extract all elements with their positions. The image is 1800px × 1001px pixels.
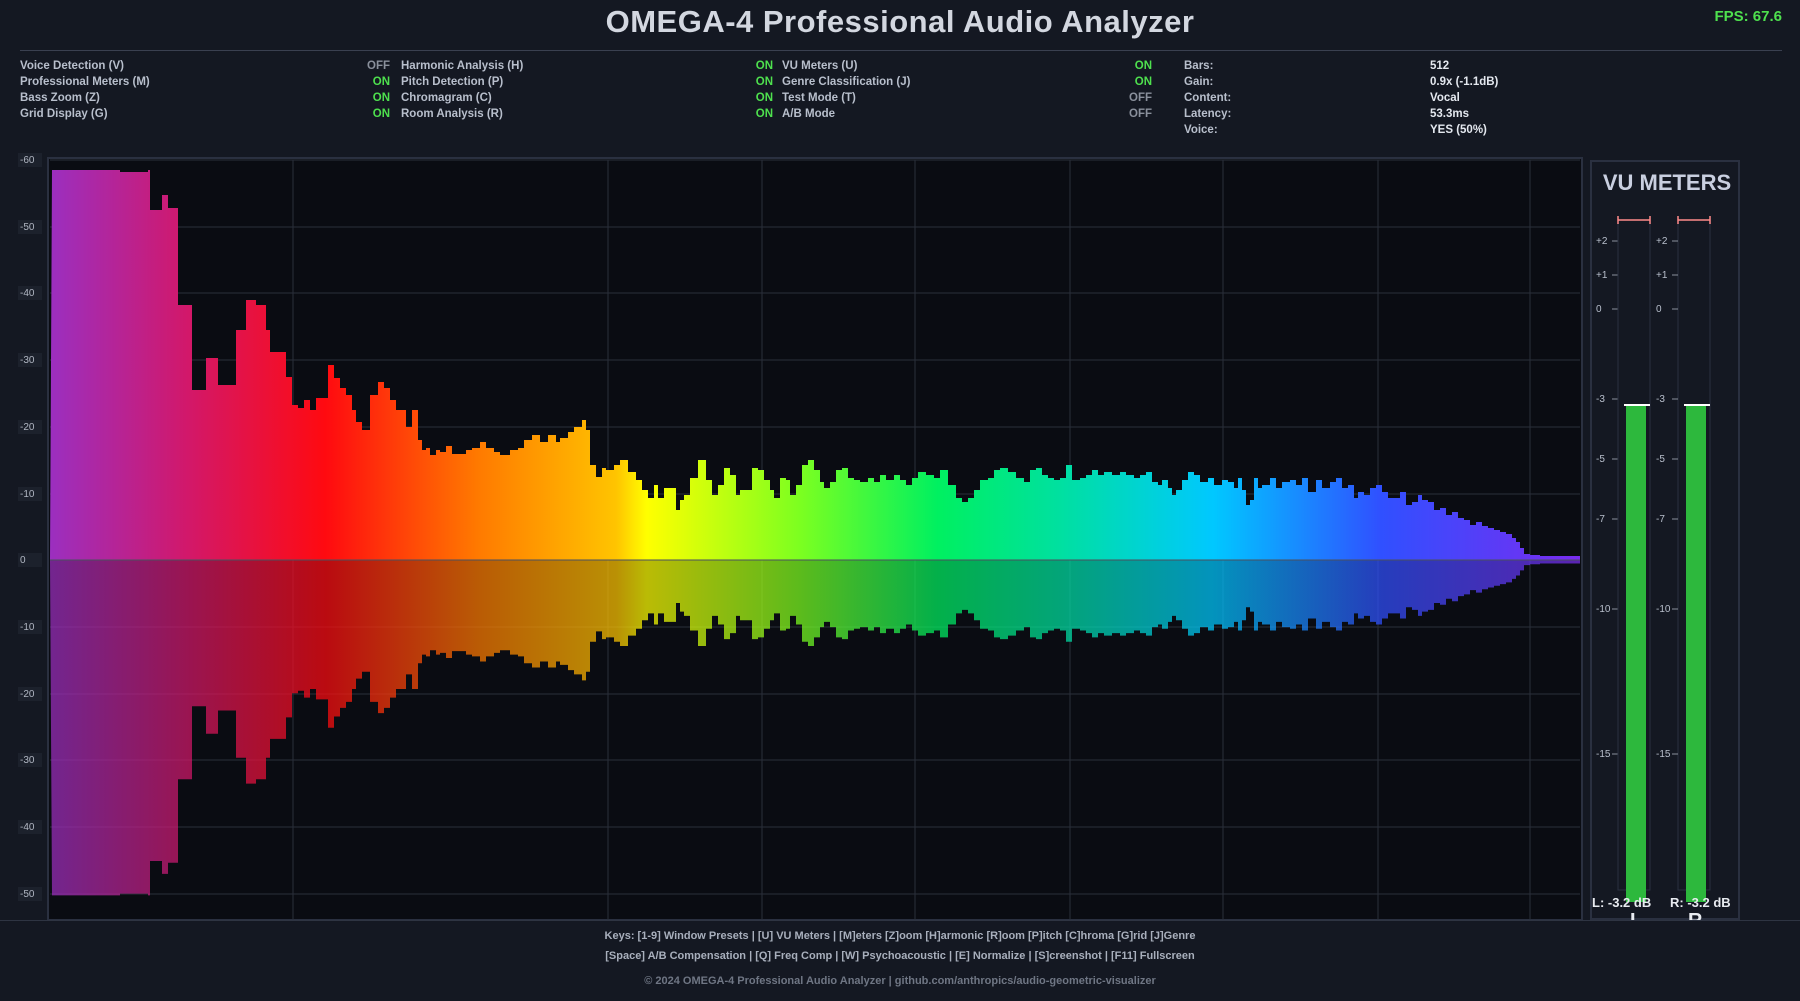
header-divider [20,50,1782,51]
status-test-mode[interactable]: Test Mode (T) OFF [782,92,1152,104]
vu-scale-label: 0 [1596,304,1602,315]
axis-label-bg [18,286,42,300]
info-content: Content: Vocal [1184,92,1460,104]
spectrum-analyzer[interactable]: -60 -50 -40 -30 -20 -10 0 -10 -20 -30 -40 -50 [0,150,1588,920]
axis-tick-label: -20 [20,689,35,700]
vu-scale-label: +1 [1656,270,1668,281]
vu-meter-panel: VU METERS +2 +1 0 -3 -5 -7 -10 -15 +2 +1 0 -3 -5 -7 -… [1590,160,1740,932]
axis-label-bg [18,220,42,234]
axis-tick-label: -60 [20,155,35,166]
vu-scale-label: -3 [1596,394,1605,405]
info-gain: Gain: 0.9x (-1.1dB) [1184,76,1499,88]
axis-label-bg [18,420,42,434]
vu-bar-left [1626,405,1646,902]
vu-clip-indicator-right [1677,216,1711,224]
app-title: OMEGA-4 Professional Audio Analyzer [605,4,1195,39]
vu-scale-label: +2 [1596,236,1608,247]
vu-scale-label: 0 [1656,304,1662,315]
status-voice-detection[interactable]: Voice Detection (V) OFF [20,60,390,72]
vu-scale-label: +2 [1656,236,1668,247]
vu-scale-label: -7 [1656,514,1665,525]
axis-tick-label: -10 [20,622,35,633]
vu-readout-left: L: -3.2 dB [1592,895,1652,910]
vu-bar-right [1686,405,1706,902]
axis-label-bg [18,820,42,834]
axis-label-bg [18,753,42,767]
vu-scale-label: -5 [1656,454,1665,465]
status-column-2: Harmonic Analysis (H) ON Pitch Detection … [401,58,773,122]
axis-tick-label: -50 [20,222,35,233]
vu-scale-label: -10 [1596,604,1611,615]
spectrum-bars-upper [50,170,1580,560]
vu-clip-indicator-left [1617,216,1651,224]
status-pitch-detection[interactable]: Pitch Detection (P) ON [401,76,773,88]
status-genre-classification[interactable]: Genre Classification (J) ON [782,76,1152,88]
axis-tick-label: -50 [20,889,35,900]
axis-label-bg [18,553,42,567]
axis-tick-label: -30 [20,755,35,766]
status-vu-meters[interactable]: VU Meters (U) ON [782,60,1152,72]
status-column-1: Voice Detection (V) OFF Professional Mete… [20,58,390,122]
status-professional-meters[interactable]: Professional Meters (M) ON [20,76,390,88]
footer: Keys: [1-9] Window Presets | [U] VU Mete… [0,920,1800,1001]
vu-title: VU METERS [1602,170,1732,195]
status-ab-mode[interactable]: A/B Mode OFF [782,108,1152,120]
axis-label-bg [18,153,42,167]
status-bass-zoom[interactable]: Bass Zoom (Z) ON [20,92,390,104]
vu-scale-label: -10 [1656,604,1671,615]
axis-label-bg [18,687,42,701]
vu-scale-label: -3 [1656,394,1665,405]
spectrum-bars-lower [50,560,1580,896]
status-chromagram[interactable]: Chromagram (C) ON [401,92,773,104]
axis-tick-label: -10 [20,489,35,500]
status-room-analysis[interactable]: Room Analysis (R) ON [401,108,773,120]
vu-readout-right: R: -3.2 dB [1670,895,1731,910]
footer-keys-line2: [Space] A/B Compensation | [Q] Freq Comp… [605,950,1195,962]
axis-label-bg [18,353,42,367]
status-column-3: VU Meters (U) ON Genre Classification (J)… [782,58,1152,122]
info-latency: Latency: 53.3ms [1184,108,1470,120]
fps-counter: FPS: 67.6 [1714,8,1782,25]
axis-label-bg [18,487,42,501]
info-bars: Bars: 512 [1184,60,1450,72]
vu-meter-canvas: +2 +1 0 -3 -5 -7 -10 -15 +2 +1 0 -3 -5 -7 -10 -15 [1596,216,1711,902]
vu-scale-label: +1 [1596,270,1608,281]
axis-tick-label: -20 [20,422,35,433]
axis-label-bg [18,887,42,901]
status-grid-display[interactable]: Grid Display (G) ON [20,108,390,120]
vu-scale-label: -15 [1596,749,1611,760]
vu-scale-right: +2 +1 0 -3 -5 -7 -10 -15 [1656,236,1678,760]
axis-tick-label: 0 [20,555,26,566]
footer-keys-line1: Keys: [1-9] Window Presets | [U] VU Mete… [604,930,1196,942]
vu-scale-label: -5 [1596,454,1605,465]
axis-tick-label: -40 [20,822,35,833]
info-voice: Voice: YES (50%) [1184,124,1487,136]
vu-scale-label: -7 [1596,514,1605,525]
vu-scale-label: -15 [1656,749,1671,760]
footer-copyright: © 2024 OMEGA-4 Professional Audio Analyz… [644,975,1156,987]
spectrum-canvas: -60 -50 -40 -30 -20 -10 0 -10 -20 -30 -40 -50 [18,153,1583,920]
axis-tick-label: -30 [20,355,35,366]
info-panel: Bars: 512 Gain: 0.9x (-1.1dB) Content: Voca… [1184,58,1584,138]
axis-tick-label: -40 [20,288,35,299]
axis-label-bg [18,620,42,634]
spectrum-axis-labels: -60 -50 -40 -30 -20 -10 0 -10 -20 -30 -40 -50 [18,153,42,901]
status-harmonic-analysis[interactable]: Harmonic Analysis (H) ON [401,60,773,72]
